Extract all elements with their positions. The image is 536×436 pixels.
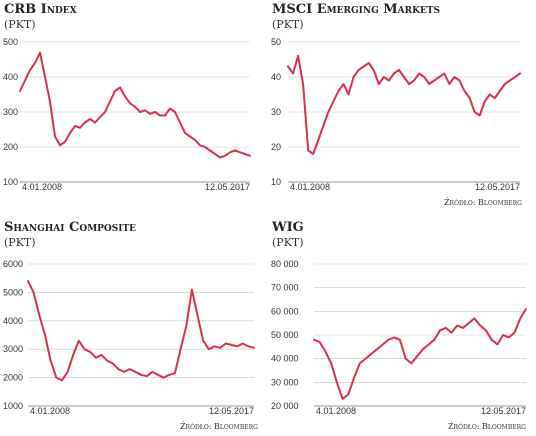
- chart-title: MSCI Emerging Markets: [272, 2, 441, 17]
- chart-svg: 50 40 30 20 10 4.01.2008 12.05.2017: [271, 37, 521, 192]
- y-tick-label: 50 000: [271, 330, 299, 340]
- y-tick-label: 20 000: [271, 401, 299, 411]
- y-tick-label: 300: [3, 107, 18, 117]
- series-line: [313, 308, 527, 400]
- series-line: [287, 55, 521, 155]
- y-tick-label: 2000: [3, 373, 23, 383]
- y-tick-label: 6000: [3, 259, 23, 269]
- chart-svg: 6000 5000 4000 3000 2000 1000 4.01.2008 12.05.2…: [3, 259, 255, 416]
- chart-title: Shanghai Composite: [4, 220, 137, 235]
- x-tick-label: 12.05.2017: [209, 406, 254, 416]
- chart-svg: 80 000 70 000 60 000 50 000 40 000 30 000 20 0…: [271, 259, 527, 416]
- y-tick-label: 60 000: [271, 306, 299, 316]
- y-tick-label: 40: [271, 72, 281, 82]
- source-label: Źródło: Bloomberg: [448, 422, 526, 431]
- x-tick-label: 12.05.2017: [205, 182, 250, 192]
- y-tick-label: 70 000: [271, 283, 299, 293]
- chart-unit: (PKT): [272, 18, 304, 31]
- chart-title: CRB Index: [4, 2, 77, 17]
- chart-unit: (PKT): [4, 236, 36, 249]
- series-line: [19, 51, 251, 159]
- x-tick-label: 12.05.2017: [481, 406, 526, 416]
- y-tick-label: 3000: [3, 344, 23, 354]
- series-line: [27, 280, 255, 382]
- y-tick-label: 30 000: [271, 377, 299, 387]
- y-tick-label: 500: [3, 37, 18, 47]
- x-tick-label: 4.01.2008: [290, 182, 330, 192]
- chart-panel-msci: MSCI Emerging Markets (PKT) 50 40 30 20 10 4.…: [268, 0, 536, 218]
- y-tick-label: 200: [3, 142, 18, 152]
- source-label: Źródło: Bloomberg: [180, 422, 258, 431]
- y-tick-label: 80 000: [271, 259, 299, 269]
- chart-svg: 500 400 300 200 100 4.01.2008 12.05.2017: [3, 37, 251, 192]
- x-tick-label: 4.01.2008: [30, 406, 70, 416]
- y-tick-label: 100: [3, 177, 18, 187]
- x-tick-label: 4.01.2008: [22, 182, 62, 192]
- y-tick-label: 5000: [3, 287, 23, 297]
- chart-title: WIG: [272, 220, 304, 235]
- y-tick-label: 40 000: [271, 354, 299, 364]
- chart-unit: (PKT): [272, 236, 304, 249]
- y-tick-label: 400: [3, 72, 18, 82]
- chart-unit: (PKT): [4, 18, 36, 31]
- y-tick-label: 20: [271, 142, 281, 152]
- y-tick-label: 50: [271, 37, 281, 47]
- y-tick-label: 30: [271, 107, 281, 117]
- y-tick-label: 10: [271, 177, 281, 187]
- chart-panel-wig: WIG (PKT) 80 000 70 000 60 000 50 000 40 000…: [268, 218, 536, 436]
- chart-panel-shanghai: Shanghai Composite (PKT) 6000 5000 4000 300…: [0, 218, 268, 436]
- x-tick-label: 4.01.2008: [316, 406, 356, 416]
- y-tick-label: 1000: [3, 401, 23, 411]
- source-label: Źródło: Bloomberg: [444, 198, 522, 207]
- x-tick-label: 12.05.2017: [475, 182, 520, 192]
- y-tick-label: 4000: [3, 316, 23, 326]
- chart-panel-crb: CRB Index (PKT) 500 400 300 200 100 4.01.2008…: [0, 0, 268, 218]
